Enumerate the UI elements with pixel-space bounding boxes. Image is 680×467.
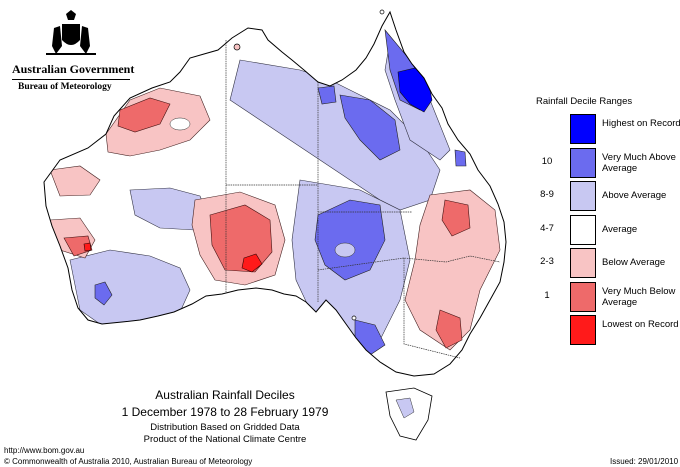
- legend-title: Rainfall Decile Ranges: [536, 96, 633, 107]
- map-note-gridded: Distribution Based on Gridded Data: [150, 422, 300, 433]
- government-name: Australian Government: [12, 62, 135, 76]
- agency-name: Bureau of Meteorology: [18, 82, 112, 92]
- legend-label: Lowest on Record: [602, 319, 679, 330]
- legend-range: 8-9: [540, 189, 554, 200]
- map-title: Australian Rainfall Deciles: [155, 388, 295, 402]
- legend-range: 10: [541, 155, 553, 167]
- legend-swatch: [570, 147, 596, 178]
- logo-divider: [12, 79, 130, 80]
- legend-label: Average: [602, 223, 638, 235]
- coat-of-arms-icon: [46, 10, 96, 55]
- map-period: 1 December 1978 to 28 February 1979: [121, 405, 329, 419]
- legend-swatch: [570, 114, 596, 144]
- legend-label: Above Average: [602, 190, 667, 201]
- legend-swatch: [570, 248, 596, 278]
- legend-label: Very Much Below Average: [602, 285, 676, 308]
- issued-date: Issued: 29/01/2010: [610, 457, 679, 466]
- legend-range: 2-3: [540, 256, 554, 267]
- legend-label: Highest on Record: [602, 118, 680, 129]
- map-note-product: Product of the National Climate Centre: [143, 434, 307, 445]
- legend-range: 1: [544, 289, 550, 301]
- legend-swatch: [570, 281, 596, 312]
- website-url[interactable]: http://www.bom.gov.au: [4, 446, 85, 455]
- legend-label: Below Average: [602, 257, 666, 268]
- legend-label: Very Much Above Average: [602, 151, 676, 174]
- legend-range: 4-7: [540, 222, 554, 234]
- legend-swatch: [570, 315, 596, 345]
- copyright-text: © Commonwealth of Australia 2010, Austra…: [4, 457, 253, 466]
- legend-swatch: [570, 214, 596, 245]
- legend-swatch: [570, 181, 596, 211]
